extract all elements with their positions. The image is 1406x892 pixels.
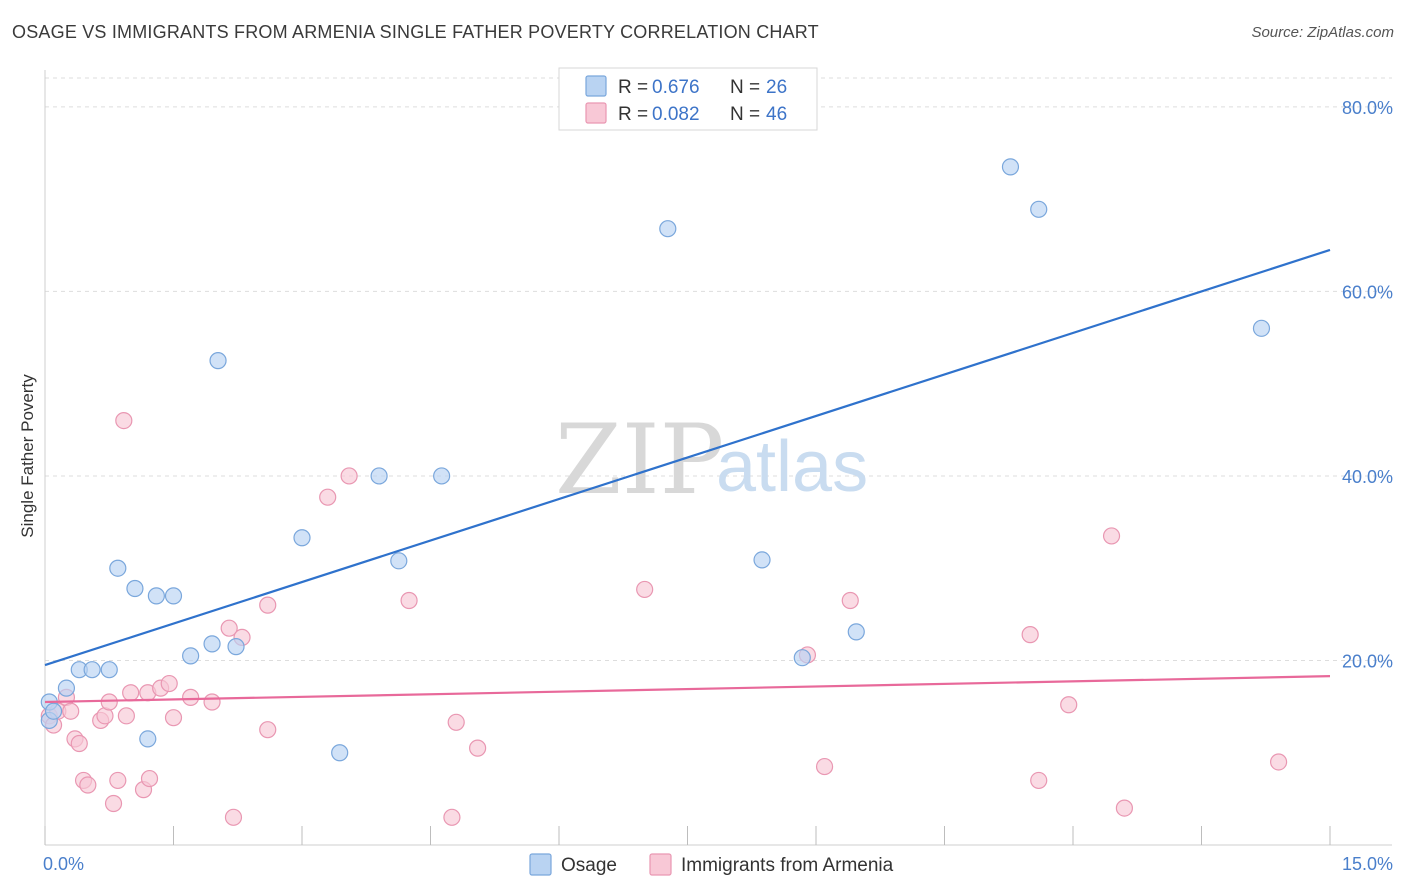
point-armenia	[1060, 696, 1078, 714]
point-armenia	[447, 713, 465, 731]
point-osage	[1252, 319, 1271, 337]
point-armenia	[140, 769, 159, 788]
point-armenia	[259, 596, 277, 614]
watermark-zip: ZIP	[555, 404, 724, 516]
point-armenia	[160, 674, 178, 693]
point-osage	[100, 661, 118, 679]
source-credit: Source: ZipAtlas.com	[1251, 24, 1394, 41]
point-osage	[370, 467, 388, 485]
legend-r-value-osage: 0.676	[652, 77, 700, 98]
point-osage	[57, 679, 76, 697]
legend-r-label-osage: R =	[618, 77, 648, 98]
point-osage	[164, 587, 183, 605]
point-osage	[331, 744, 349, 762]
watermark: ZIP atlas	[555, 404, 868, 516]
bottom-legend-swatch-osage	[529, 853, 552, 876]
point-osage	[793, 649, 811, 667]
point-armenia	[340, 467, 358, 485]
point-osage	[126, 579, 144, 598]
legend-n-label-osage: N =	[730, 77, 760, 98]
point-armenia	[636, 580, 654, 599]
x-tick-label: 0.0%	[43, 854, 84, 874]
point-armenia	[62, 702, 80, 720]
trendline-armenia	[44, 675, 1331, 704]
bottom-legend-label-osage: Osage	[561, 855, 617, 876]
point-armenia	[164, 709, 183, 727]
legend-r-value-armenia: 0.082	[652, 104, 700, 125]
data-points	[40, 158, 1288, 826]
point-osage	[147, 587, 165, 605]
point-osage	[139, 730, 157, 748]
point-osage	[203, 635, 221, 653]
legend: R = 0.676 N = 26 R = 0.082 N = 46	[558, 67, 818, 131]
point-osage	[209, 352, 227, 370]
point-armenia	[1115, 799, 1134, 817]
point-osage	[847, 623, 865, 641]
point-osage	[390, 552, 408, 570]
legend-n-label-armenia: N =	[730, 104, 760, 125]
point-osage	[1001, 158, 1020, 176]
point-armenia	[1030, 771, 1048, 790]
point-armenia	[319, 488, 337, 506]
point-osage	[433, 467, 451, 485]
point-armenia	[259, 721, 277, 739]
bottom-legend-swatch-armenia	[649, 853, 672, 876]
x-tick-label: 15.0%	[1342, 854, 1393, 874]
y-tick-label: 20.0%	[1342, 651, 1393, 671]
bottom-legend: Osage Immigrants from Armenia	[529, 853, 894, 876]
y-tick-label: 60.0%	[1342, 282, 1393, 302]
watermark-atlas: atlas	[716, 427, 868, 507]
point-armenia	[79, 776, 97, 794]
point-osage	[293, 529, 311, 547]
point-armenia	[100, 693, 118, 711]
point-armenia	[117, 707, 135, 725]
point-armenia	[203, 693, 221, 711]
point-armenia	[70, 734, 88, 753]
point-osage	[659, 220, 677, 238]
legend-swatch-osage	[585, 75, 607, 97]
chart-title: OSAGE VS IMMIGRANTS FROM ARMENIA SINGLE …	[12, 22, 819, 42]
point-armenia	[182, 688, 200, 706]
point-osage	[44, 702, 63, 720]
trendline-osage	[44, 248, 1331, 667]
point-armenia	[400, 591, 418, 610]
point-osage	[182, 647, 200, 665]
point-armenia	[841, 591, 859, 610]
tick-labels: 20.0% 40.0% 60.0% 80.0% 0.0% 15.0%	[43, 98, 1393, 874]
point-armenia	[1269, 753, 1288, 771]
point-armenia	[1102, 527, 1121, 545]
point-osage	[227, 638, 245, 656]
y-tick-label: 40.0%	[1342, 467, 1393, 487]
point-armenia	[1021, 626, 1039, 644]
point-osage	[1030, 200, 1048, 218]
point-armenia	[115, 411, 133, 430]
grid-lines	[45, 77, 1392, 661]
point-armenia	[443, 808, 461, 826]
point-osage	[753, 551, 771, 569]
trend-lines	[44, 248, 1331, 704]
y-tick-label: 80.0%	[1342, 98, 1393, 118]
point-armenia	[122, 684, 140, 702]
point-armenia	[815, 757, 834, 776]
point-osage	[109, 559, 127, 577]
bottom-legend-label-armenia: Immigrants from Armenia	[681, 855, 894, 876]
point-osage	[83, 661, 101, 679]
legend-n-value-armenia: 46	[766, 104, 787, 125]
legend-n-value-osage: 26	[766, 77, 787, 98]
point-armenia	[224, 808, 243, 826]
point-armenia	[104, 794, 123, 813]
point-armenia	[109, 771, 127, 790]
legend-swatch-armenia	[585, 102, 607, 124]
point-armenia	[469, 739, 487, 757]
legend-r-label-armenia: R =	[618, 104, 648, 125]
point-armenia	[220, 619, 238, 637]
